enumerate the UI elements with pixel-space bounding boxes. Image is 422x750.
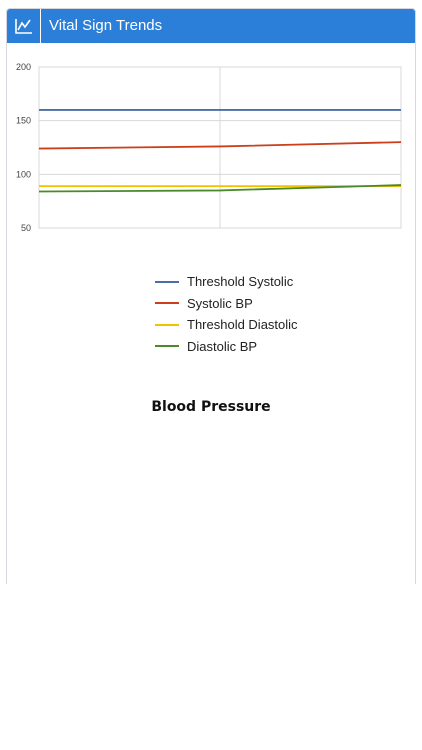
legend-label: Threshold Diastolic <box>187 317 298 333</box>
series-line-systolic-bp <box>38 141 402 150</box>
legend-swatch <box>155 345 179 348</box>
chart-title: Blood Pressure <box>151 399 271 415</box>
legend-swatch <box>155 302 179 305</box>
y-tick-label: 50 <box>21 223 31 233</box>
y-tick-label: 100 <box>16 169 31 179</box>
y-tick-label: 150 <box>16 116 31 126</box>
legend-label: Diastolic BP <box>187 338 258 354</box>
legend-swatch <box>155 323 179 326</box>
line-chart-icon <box>7 9 41 43</box>
legend-item: Threshold Diastolic <box>155 314 375 336</box>
legend-item: Diastolic BP <box>155 336 375 358</box>
legend-swatch <box>155 280 179 283</box>
y-tick-label: 200 <box>16 62 31 72</box>
panel-header: Vital Sign Trends <box>7 9 415 43</box>
blood-pressure-chart: 200 150 100 50 <box>16 62 402 233</box>
vital-signs-panel: Vital Sign Trends 200 150 100 50 Threshold … <box>6 8 416 584</box>
legend-label: Systolic BP <box>187 295 253 311</box>
legend-label: Threshold Systolic <box>187 274 294 290</box>
legend-item: Systolic BP <box>155 293 375 315</box>
legend-item: Threshold Systolic <box>155 271 375 293</box>
chart-legend: Threshold Systolic Systolic BP Threshold D… <box>155 271 375 357</box>
panel-title: Vital Sign Trends <box>49 17 163 34</box>
series-line-diastolic-bp <box>38 184 402 193</box>
